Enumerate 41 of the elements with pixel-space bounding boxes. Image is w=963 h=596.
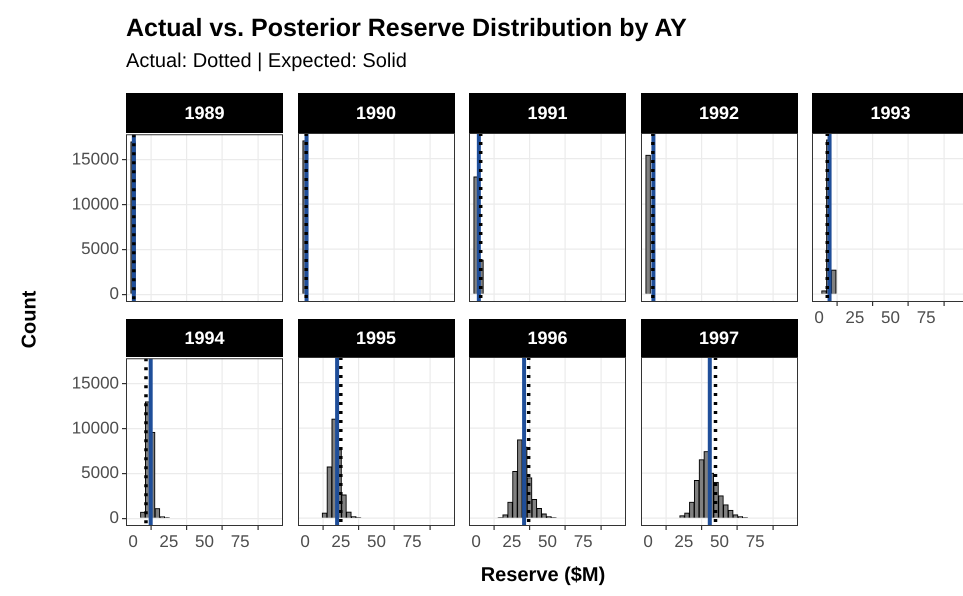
x-tick-label: 0 [471,532,481,551]
chart-title: 1993 [812,93,963,133]
y-tick-label: 5000 [81,463,119,482]
text: Actual: Dotted | Expected: Solid [126,50,407,73]
text: Actual vs. Posterior Reserve Distribution by AY [126,14,687,43]
x-tick-label: 50 [881,308,900,327]
chart-title: 1994 [126,319,283,357]
x-tick-label: 75 [916,308,936,327]
x-axis-title: Reserve ($M) [480,564,606,587]
chart-title: 1997 [640,319,798,357]
x-tick-label: 50 [195,532,214,551]
chart-title: 1989 [126,93,283,133]
x-tick-label: 0 [128,532,138,551]
y-tick-label: 0 [110,284,119,304]
chart-title: 1990 [298,93,454,133]
x-tick-label: 25 [159,532,178,551]
y-tick-label: 10000 [72,418,119,438]
x-tick-label: 0 [814,308,824,327]
y-tick-label: 5000 [81,239,119,258]
x-tick-label: 75 [574,532,593,551]
y-tick-label: 15000 [72,373,119,392]
y-tick-label: 10000 [72,194,119,214]
x-tick-label: 75 [230,532,250,551]
x-tick-label: 50 [538,532,557,551]
x-tick-label: 50 [366,532,386,551]
x-tick-label: 25 [330,532,350,551]
y-axis-title: Count [18,290,42,350]
chart-title: 1991 [469,93,626,133]
x-tick-label: 25 [502,532,522,551]
x-tick-label: 0 [300,532,310,551]
x-tick-label: 25 [845,308,864,327]
x-tick-label: 25 [674,532,693,551]
y-tick-label: 0 [110,508,119,528]
x-tick-label: 75 [402,532,422,551]
y-tick-label: 15000 [72,149,119,168]
chart-title: 1995 [298,319,454,357]
chart-title: 1996 [469,319,626,357]
chart-title: 1992 [640,93,798,133]
x-tick-label: 75 [745,532,764,551]
x-tick-label: 50 [710,532,728,551]
x-tick-label: 0 [642,532,652,551]
